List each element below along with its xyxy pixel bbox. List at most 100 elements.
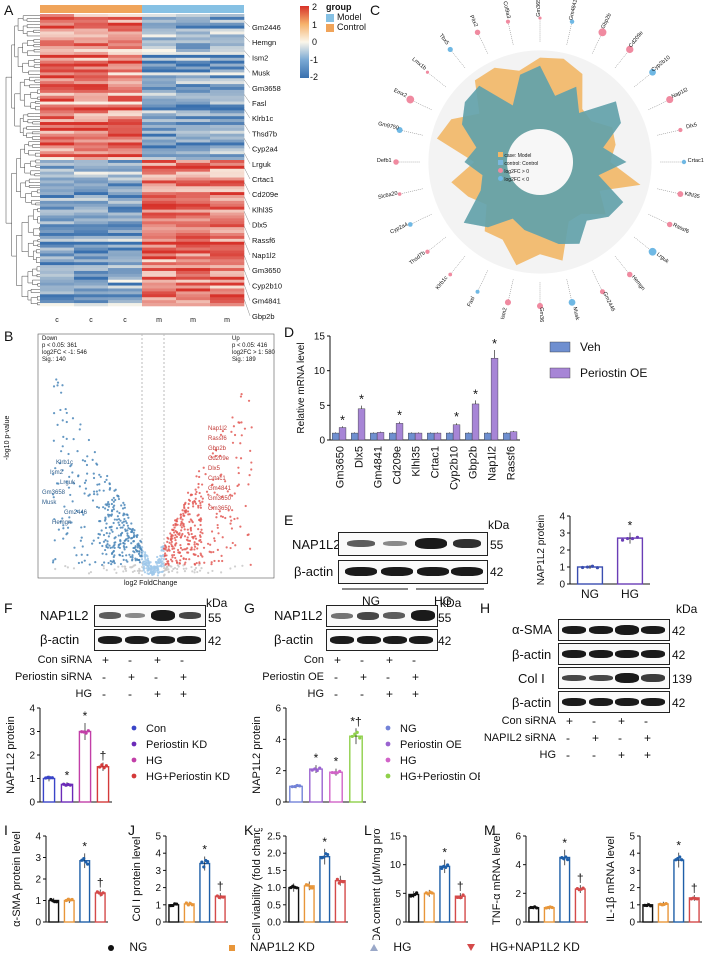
volcano-point [220,554,223,557]
group-bar-model [142,5,244,13]
volcano-point [131,558,134,561]
heatmap-cell [142,203,177,208]
volcano-point [167,545,171,548]
volcano-point [60,450,63,453]
volcano-gene-label: Klrb1c [56,460,74,466]
heatmap-gene-label: Ism2 [252,53,268,62]
heatmap-cell [74,124,109,129]
y-tick-label: 0 [275,798,281,809]
heatmap-cell [176,221,211,225]
volcano-point [187,506,190,509]
heatmap-cell [74,104,109,108]
heatmap-cell [40,107,75,111]
volcano-point [121,507,125,510]
heatmap-cell [142,160,177,164]
heatmap-cell [108,31,143,35]
volcano-point [126,532,129,535]
heatmap-cell [176,110,211,114]
volcano-point [118,511,121,515]
heatmap-cell [40,145,75,149]
heatmap-cell [142,230,177,234]
heatmap-cell [74,250,109,254]
volcano-point [53,518,56,521]
volcano-point [65,411,68,415]
heatmap-cell [142,127,177,132]
heatmap-cell [176,174,211,178]
volcano-point [160,549,163,552]
heatmap-cell [74,165,109,170]
heatmap-cell [210,92,245,97]
condition-label: Con [303,654,324,666]
heatmap-cell [74,157,109,161]
heatmap-cell [142,19,177,24]
heatmap-cell [40,157,75,161]
radar-gene-label: Ism2 [500,307,509,320]
heatmap-cell [74,72,109,76]
data-point [104,764,108,768]
heatmap-cell [40,276,75,281]
volcano-point [65,420,68,424]
volcano-point [231,494,234,497]
volcano-point [161,570,164,573]
legend-marker [385,757,391,763]
volcano-point [240,421,243,424]
volcano-point [231,509,234,512]
heatmap-cell [142,16,177,21]
volcano-point [95,462,98,465]
y-tick-label: 4 [35,832,41,843]
heatmap-cell [142,209,177,213]
heatmap-cell [108,92,143,97]
volcano-point [81,459,84,462]
heatmap-cell [142,130,177,135]
volcano-point [191,570,194,573]
condition-sign: + [412,670,420,684]
heatmap-cell [142,136,177,140]
heatmap-cell [40,215,75,219]
data-point [50,776,54,780]
gene-connector [243,137,251,149]
blot-f-nap1l2 [94,605,206,627]
data-point [625,536,630,541]
heatmap-panel: Gm2446HemgnIsm2MuskGm3658FaslKlrb1cThsd7… [5,5,282,324]
volcano-point [54,558,57,561]
volcano-point [111,560,114,564]
volcano-point [110,509,114,512]
volcano-point [105,532,108,535]
volcano-point [112,521,115,525]
heatmap-cell [176,186,211,190]
volcano-point [171,554,174,557]
heatmap-cell [176,113,211,117]
volcano-point [80,553,83,556]
volcano-point [104,516,107,519]
volcano-point [107,515,110,518]
volcano-point [231,416,234,419]
volcano-point [122,501,125,504]
heatmap-cell [210,160,245,164]
y-tick-label: 0 [395,918,401,929]
heatmap-cell [142,189,177,193]
volcano-point [134,557,137,560]
volcano-point [149,571,152,574]
volcano-point [237,471,240,475]
volcano-point [108,482,111,485]
y-tick-label: 0.5 [267,900,281,911]
heatmap-gene-label: Rassf6 [252,236,275,245]
heatmap-cell [40,43,75,47]
heatmap-cell [108,136,143,140]
blot-h-actin-2 [558,691,670,713]
volcano-point [166,560,169,563]
volcano-point [121,521,124,524]
condition-label: Con siRNA [37,654,92,666]
volcano-point [180,534,183,537]
heatmap-cell [176,28,211,32]
heatmap-cell [74,180,109,184]
volcano-point [120,504,123,507]
volcano-point [176,548,180,552]
heatmap-cell [142,57,177,62]
volcano-point [212,478,215,481]
volcano-point [92,539,95,542]
volcano-point [67,452,70,456]
legend-triangle-hg [370,944,379,951]
heatmap-cell [176,230,211,234]
